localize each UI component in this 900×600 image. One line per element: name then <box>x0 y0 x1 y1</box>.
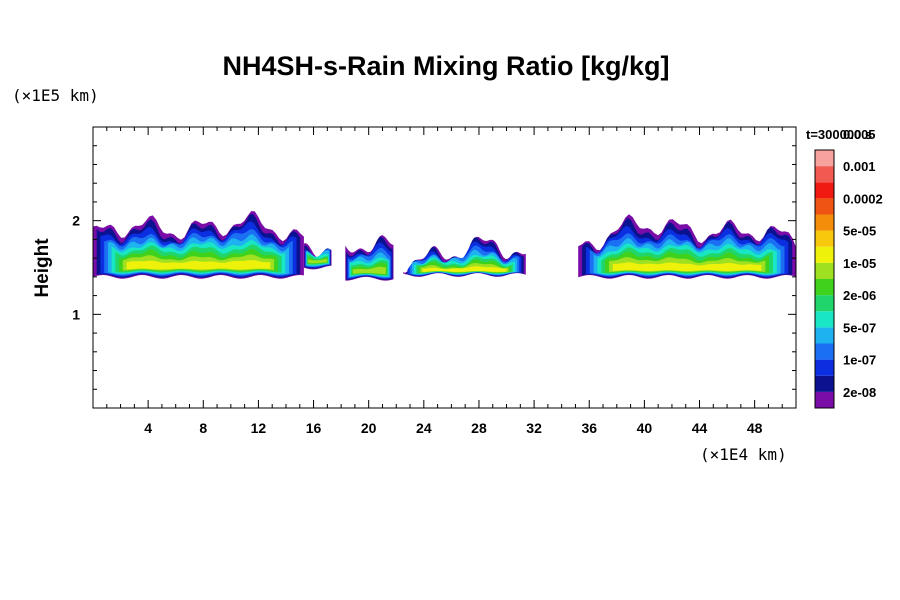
x-tick-label: 16 <box>306 420 322 436</box>
colorbar-swatch <box>815 295 834 312</box>
colorbar-label: 1e-05 <box>843 256 876 271</box>
x-tick-label: 36 <box>581 420 597 436</box>
colorbar-swatch <box>815 262 834 279</box>
colorbar-swatch <box>815 327 834 344</box>
contour-region-cloud-patch-20 <box>345 235 394 281</box>
contour-region-cloud-west <box>93 211 304 279</box>
contour-region-cloud-center <box>403 236 526 277</box>
x-unit-label: (×1E4 km) <box>700 445 787 464</box>
colorbar-swatch <box>815 279 834 296</box>
colorbar-swatch <box>815 343 834 360</box>
x-tick-label: 12 <box>251 420 267 436</box>
time-label: t=300000 s <box>806 127 872 142</box>
contour-level-9 <box>126 260 271 270</box>
y-tick-label: 1 <box>72 306 80 322</box>
x-tick-label: 32 <box>526 420 542 436</box>
colorbar-label: 0.001 <box>843 159 876 174</box>
colorbar-swatch <box>815 182 834 199</box>
colorbar-swatch <box>815 391 834 408</box>
plot-frame <box>92 126 797 409</box>
y-axis-label: Height <box>32 238 53 298</box>
y-unit-label: (×1E5 km) <box>12 86 99 105</box>
colorbar-swatch <box>815 214 834 231</box>
contour-region-cloud-east <box>578 214 796 279</box>
contour-level-9 <box>612 262 762 271</box>
x-tick-label: 24 <box>416 420 432 436</box>
contour-level-9 <box>422 266 507 272</box>
colorbar-swatch <box>815 150 834 167</box>
colorbar-label: 5e-07 <box>843 320 876 335</box>
colorbar-label: 1e-07 <box>843 353 876 368</box>
x-tick-label: 8 <box>199 420 207 436</box>
colorbar-swatch <box>815 375 834 392</box>
x-tick-label: 28 <box>471 420 487 436</box>
contour-level-8 <box>308 259 328 264</box>
colorbar-frame <box>814 149 835 409</box>
colorbar-swatch <box>815 166 834 183</box>
colorbar-label: 2e-08 <box>843 385 876 400</box>
colorbar-swatch <box>815 311 834 328</box>
colorbar-swatch <box>815 230 834 247</box>
colorbar-label: 0.005 <box>843 127 876 142</box>
colorbar-label: 0.0002 <box>843 191 883 206</box>
x-tick-label: 40 <box>637 420 653 436</box>
colorbar-swatch <box>815 198 834 215</box>
colorbar-swatch <box>815 359 834 376</box>
colorbar-label: 5e-05 <box>843 224 876 239</box>
y-tick-label: 2 <box>72 213 80 229</box>
contour-level-8 <box>352 266 386 274</box>
x-tick-label: 20 <box>361 420 377 436</box>
x-tick-label: 44 <box>692 420 708 436</box>
colorbar-label: 2e-06 <box>843 288 876 303</box>
x-tick-label: 4 <box>144 420 152 436</box>
contour-field <box>93 211 796 281</box>
x-tick-label: 48 <box>747 420 763 436</box>
contour-region-cloud-patch-16 <box>303 243 332 270</box>
chart-title: NH4SH-s-Rain Mixing Ratio [kg/kg] <box>222 51 669 81</box>
colorbar-swatch <box>815 246 834 263</box>
colorbar: 2e-08 1e-07 5e-07 2e-06 1e-05 5e-05 0.0002 0.00… <box>814 127 883 409</box>
